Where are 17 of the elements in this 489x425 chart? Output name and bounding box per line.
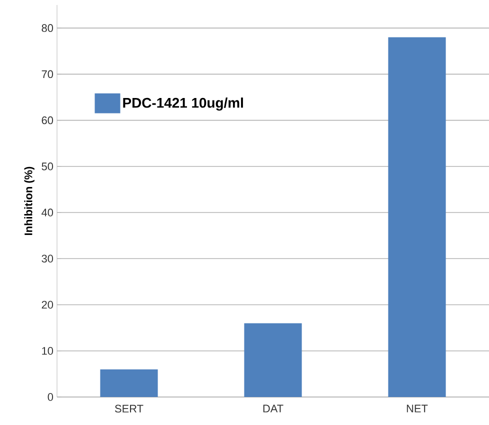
y-tick-label: 80	[42, 24, 54, 32]
x-tick-label: DAT	[263, 404, 284, 412]
y-tick-label: 30	[42, 254, 54, 263]
y-tick-label: 10	[42, 347, 54, 355]
y-axis-title: Inhibition (%)	[24, 166, 34, 235]
y-tick-label: 70	[42, 70, 54, 78]
bar	[100, 369, 158, 397]
x-tick-label: NET	[406, 404, 428, 412]
legend-label: PDC-1421 10ug/ml	[123, 98, 243, 111]
y-tick-label: 40	[42, 208, 54, 216]
y-tick-label: 20	[42, 300, 54, 309]
y-tick-label: 50	[42, 162, 54, 170]
y-tick-label: 60	[42, 116, 54, 124]
bar	[244, 323, 302, 397]
y-tick-label: 0	[48, 393, 54, 401]
x-tick-label: SERT	[114, 404, 144, 413]
bar	[388, 37, 446, 397]
